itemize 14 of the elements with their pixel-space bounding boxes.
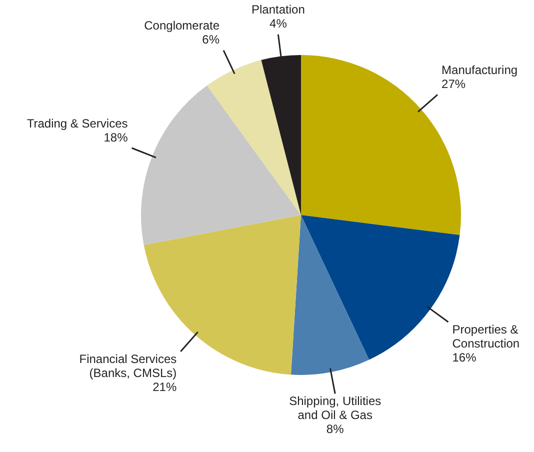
data-label: 27% — [442, 76, 466, 91]
slice-label: Plantation — [252, 2, 305, 17]
slice-label: Trading & Services — [26, 116, 128, 130]
slice-label: Conglomerate — [144, 18, 220, 33]
data-label: 21% — [152, 380, 177, 394]
data-label: 18% — [104, 130, 128, 144]
slice-label: Shipping, Utilities and Oil & Gas — [289, 394, 382, 422]
slice-label: Manufacturing — [442, 62, 518, 77]
slice-label: Properties & Construction — [452, 322, 520, 350]
slice-label: Financial Services (Banks, CMSLs) — [79, 352, 177, 380]
data-label: 4% — [270, 16, 288, 31]
data-label: 6% — [202, 32, 220, 47]
data-label: 16% — [452, 350, 477, 364]
data-label: 8% — [326, 422, 344, 436]
